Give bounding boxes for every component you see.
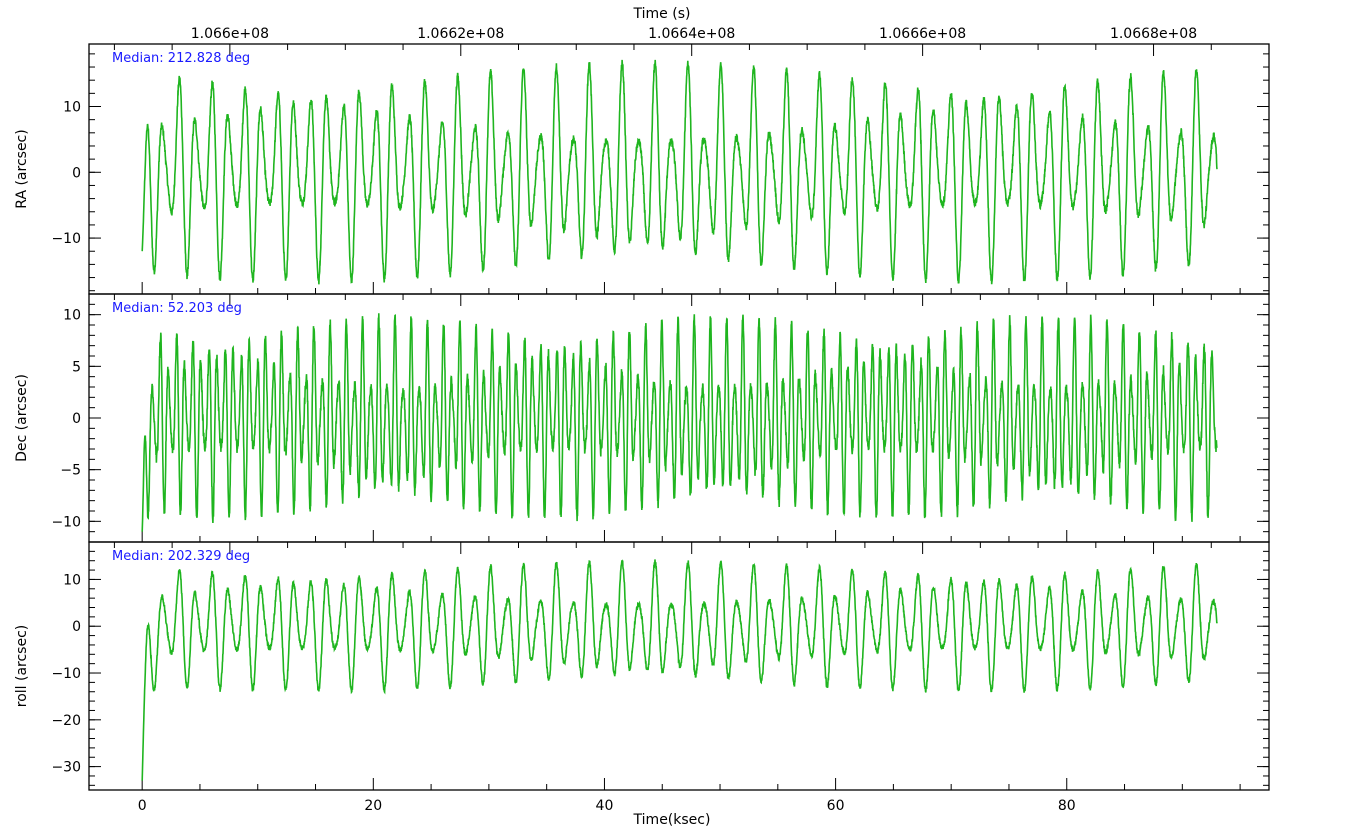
panel-2: −10 −5 0 5 10 Dec (arcsec) Median: 52.203 deg — [14, 293, 1270, 543]
y-axis-title: Dec (arcsec) — [14, 374, 30, 462]
x-tick-label: 60 — [827, 798, 845, 814]
series-line — [141, 559, 1218, 781]
panel-1: −10 0 10 RA (arcsec) Median: 212.828 deg — [14, 43, 1270, 295]
y-tick-label: 10 — [63, 572, 81, 588]
y-tick-label: −30 — [51, 760, 81, 776]
y-tick-label: 10 — [63, 308, 81, 324]
series-line — [141, 313, 1218, 532]
top-tick-label: 1.0666e+08 — [879, 26, 966, 42]
top-tick-label: 1.0662e+08 — [417, 26, 504, 42]
y-tick-label: −10 — [51, 514, 81, 530]
top-tick-label: 1.0664e+08 — [648, 26, 735, 42]
top-axis-title: Time (s) — [633, 6, 691, 22]
y-axis-title: roll (arcsec) — [14, 625, 30, 708]
panel-3: −30 −20 −10 0 10 roll (arcsec) Median: 202.329… — [14, 541, 1270, 791]
y-tick-label: 10 — [63, 100, 81, 116]
y-tick-label: −5 — [60, 463, 81, 479]
series-line — [141, 59, 1218, 285]
panel-frame — [88, 541, 1270, 791]
x-tick-label: 20 — [364, 798, 382, 814]
median-label: Median: 202.329 deg — [112, 549, 250, 564]
y-tick-label: −10 — [51, 231, 81, 247]
top-tick-label: 1.066e+08 — [191, 26, 269, 42]
y-tick-label: 5 — [72, 359, 81, 375]
y-tick-label: −10 — [51, 666, 81, 682]
y-axis-title: RA (arcsec) — [14, 129, 30, 208]
x-axis-title: Time(ksec) — [633, 812, 711, 828]
y-tick-label: 0 — [72, 619, 81, 635]
y-tick-label: 0 — [72, 165, 81, 181]
x-tick-label: 0 — [138, 798, 147, 814]
median-label: Median: 52.203 deg — [112, 301, 242, 316]
top-tick-label: 1.0668e+08 — [1110, 26, 1197, 42]
y-tick-label: 0 — [72, 411, 81, 427]
x-tick-label: 80 — [1058, 798, 1076, 814]
x-tick-label: 40 — [596, 798, 614, 814]
y-tick-label: −20 — [51, 713, 81, 729]
median-label: Median: 212.828 deg — [112, 51, 250, 66]
